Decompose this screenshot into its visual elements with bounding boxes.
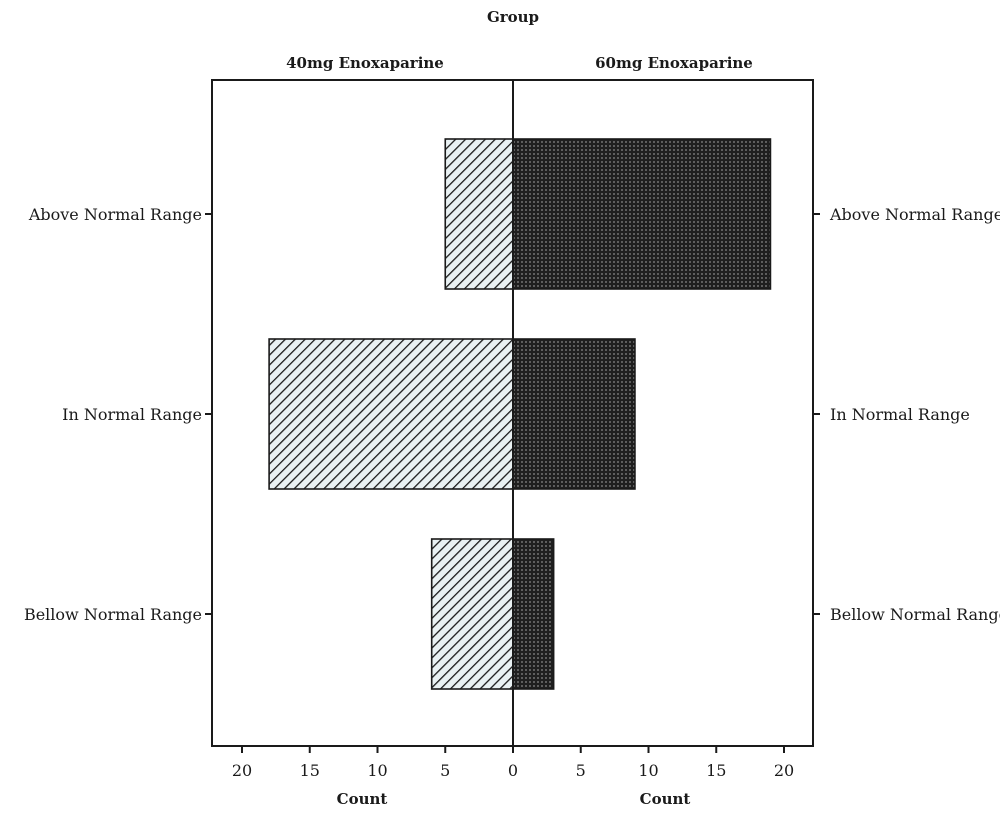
- x-tick-label: 15: [300, 761, 320, 780]
- x-axis-label-left: Count: [337, 790, 388, 808]
- x-tick-label: 5: [576, 761, 586, 780]
- bar-60mg-above-normal-range: [512, 138, 772, 290]
- right-panel-title: 60mg Enoxaparine: [595, 54, 753, 72]
- y-tick-label-left: Above Normal Range: [28, 205, 202, 224]
- bar-40mg-above-normal-range: [444, 138, 514, 290]
- x-tick-label: 10: [638, 761, 658, 780]
- chart-title: Group: [487, 8, 539, 26]
- y-tick-label-left: In Normal Range: [62, 405, 202, 424]
- x-tick-label: 5: [440, 761, 450, 780]
- bar-40mg-in-normal-range: [268, 338, 514, 490]
- bar-60mg-in-normal-range: [512, 338, 636, 490]
- y-tick-label-left: Bellow Normal Range: [24, 605, 202, 624]
- x-tick-label: 20: [232, 761, 252, 780]
- bar-marks: [268, 138, 772, 690]
- bar-40mg-bellow-normal-range: [430, 538, 514, 690]
- axes: Above Normal Range Above Normal Range In N…: [24, 79, 1000, 780]
- bar-60mg-bellow-normal-range: [512, 538, 555, 690]
- x-tick-label: 10: [367, 761, 387, 780]
- x-tick-label: 15: [706, 761, 726, 780]
- y-tick-label-right: Bellow Normal Range: [830, 605, 1000, 624]
- y-tick-label-right: Above Normal Range: [829, 205, 1000, 224]
- x-axis-label-right: Count: [640, 790, 691, 808]
- left-panel-title: 40mg Enoxaparine: [286, 54, 444, 72]
- y-tick-label-right: In Normal Range: [830, 405, 970, 424]
- x-tick-label: 0: [508, 761, 518, 780]
- x-tick-label: 20: [774, 761, 794, 780]
